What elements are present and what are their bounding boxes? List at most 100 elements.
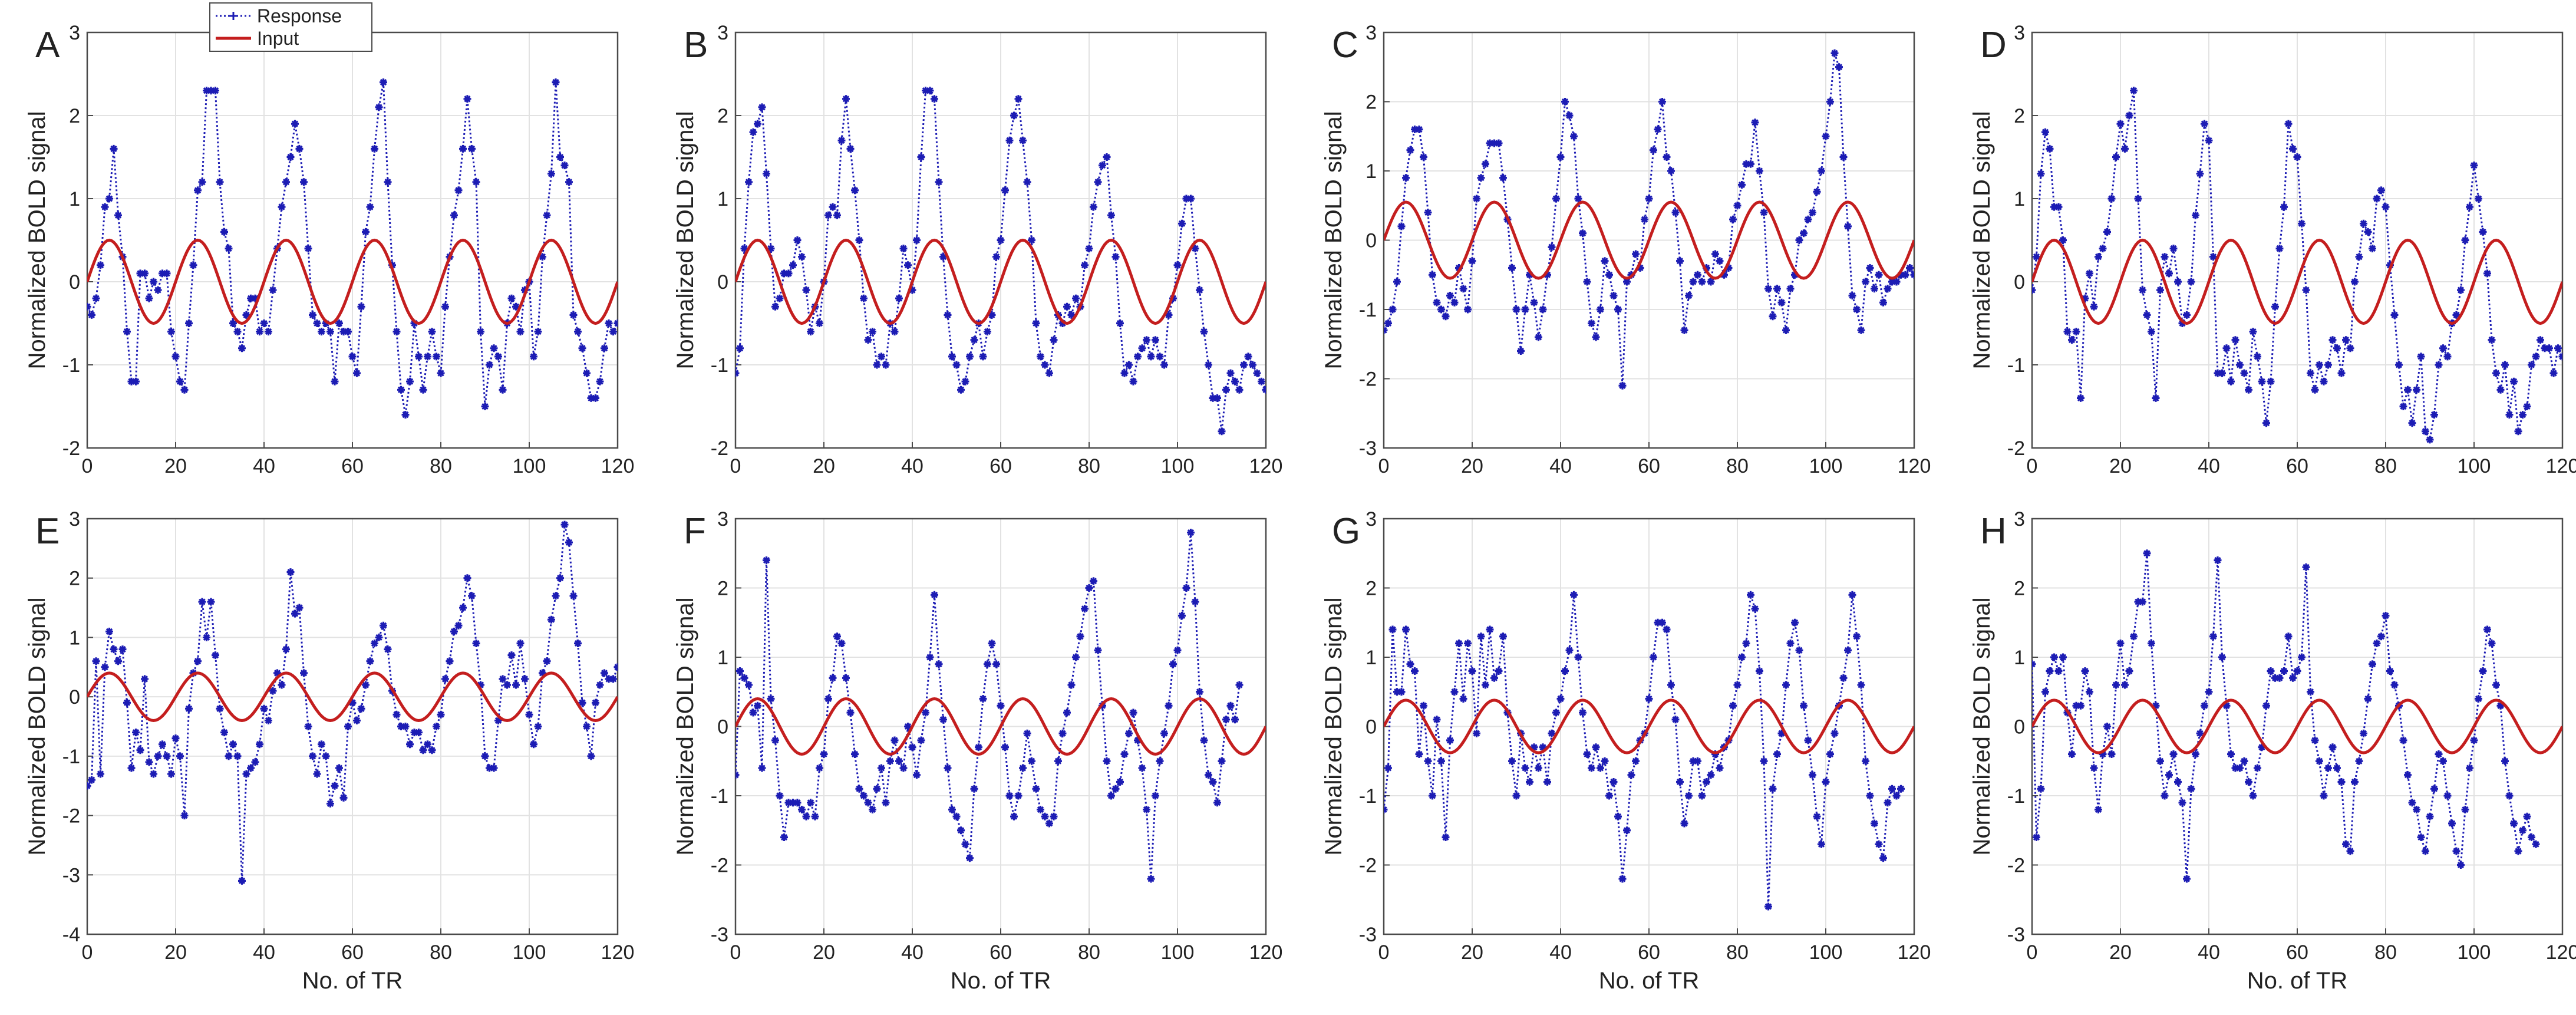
response-point [1791, 271, 1799, 279]
response-point [935, 660, 943, 668]
x-tick-label: 100 [1161, 455, 1195, 477]
response-point [1147, 352, 1155, 361]
response-point [1818, 167, 1825, 175]
response-point [2209, 632, 2217, 641]
response-point [948, 806, 956, 813]
response-point [2183, 875, 2191, 883]
input-line [1384, 698, 1914, 754]
x-tick-label: 80 [1078, 455, 1100, 477]
response-point [1406, 660, 1414, 668]
response-point [2063, 328, 2072, 336]
response-point [1063, 302, 1071, 311]
response-point [1857, 326, 1865, 334]
response-point [592, 698, 599, 707]
response-point [2426, 812, 2434, 820]
panel-letter: H [1980, 511, 2007, 552]
y-tick-label: -2 [2007, 855, 2025, 877]
response-point [2298, 219, 2305, 228]
response-point [2430, 785, 2438, 793]
response-point [1897, 271, 1905, 279]
response-point [908, 286, 916, 294]
response-point [2068, 750, 2076, 758]
response-point [371, 144, 378, 153]
response-point [1605, 271, 1613, 279]
response-point [2121, 144, 2129, 153]
y-tick-label: 2 [2014, 578, 2025, 600]
response-point [1556, 695, 1565, 703]
response-point [1455, 264, 1463, 272]
response-point [1402, 174, 1410, 182]
response-point [1420, 153, 1427, 161]
response-point [101, 203, 109, 211]
response-point [238, 876, 246, 885]
y-tick-label: 0 [717, 271, 728, 294]
y-tick-label: 3 [1365, 508, 1377, 530]
response-point [1388, 625, 1397, 634]
response-point [2099, 750, 2107, 758]
response-point [2196, 170, 2204, 178]
response-point [459, 144, 467, 153]
response-point [530, 740, 537, 749]
response-point [2519, 826, 2526, 835]
response-point [260, 704, 268, 713]
response-point [1570, 591, 1578, 599]
response-point [798, 806, 806, 813]
response-point [1605, 792, 1613, 800]
response-point [322, 319, 330, 327]
response-point [2479, 228, 2487, 236]
x-tick-label: 60 [1638, 455, 1660, 477]
response-point [265, 328, 272, 336]
response-point [2275, 245, 2284, 253]
response-point [601, 669, 608, 677]
response-point [1703, 778, 1710, 786]
y-tick-label: -2 [1359, 855, 1377, 877]
response-point [1694, 757, 1701, 765]
response-point [1694, 271, 1701, 279]
response-point [2408, 419, 2416, 427]
response-point [1685, 792, 1693, 800]
response-point [560, 162, 569, 170]
response-point [446, 657, 454, 665]
x-tick-label: 0 [1378, 455, 1390, 477]
response-point [380, 621, 387, 630]
response-point [552, 78, 560, 87]
response-point [110, 645, 118, 654]
response-point [886, 757, 894, 765]
response-point [997, 236, 1005, 244]
response-point [560, 520, 569, 529]
response-point [842, 674, 850, 682]
input-line [2032, 698, 2562, 754]
response-point [2271, 302, 2279, 311]
response-point [2488, 336, 2496, 344]
response-point [578, 344, 586, 352]
response-point [749, 128, 757, 136]
response-point [2293, 153, 2301, 161]
response-point [207, 598, 215, 606]
response-point [763, 556, 770, 564]
x-tick-label: 80 [430, 455, 452, 477]
response-point [1826, 98, 1834, 106]
response-point [988, 311, 996, 319]
response-point [833, 632, 841, 641]
x-tick-label: 80 [1726, 941, 1749, 964]
response-point [2320, 792, 2328, 800]
response-point [180, 385, 189, 394]
response-point [771, 736, 779, 744]
response-point [530, 352, 537, 361]
response-point [309, 752, 316, 760]
response-point [450, 211, 458, 219]
response-point [2169, 750, 2178, 758]
response-point [957, 826, 965, 835]
response-point [481, 403, 489, 410]
response-point [2439, 344, 2447, 352]
response-point [203, 87, 210, 95]
response-point [2558, 352, 2562, 361]
response-point [1804, 736, 1812, 744]
response-point [601, 344, 608, 352]
response-point [1809, 771, 1816, 779]
response-point [1182, 195, 1190, 203]
response-point [1574, 195, 1582, 203]
response-point [2532, 840, 2540, 848]
y-tick-label: -2 [62, 437, 80, 460]
response-point [2360, 729, 2367, 737]
